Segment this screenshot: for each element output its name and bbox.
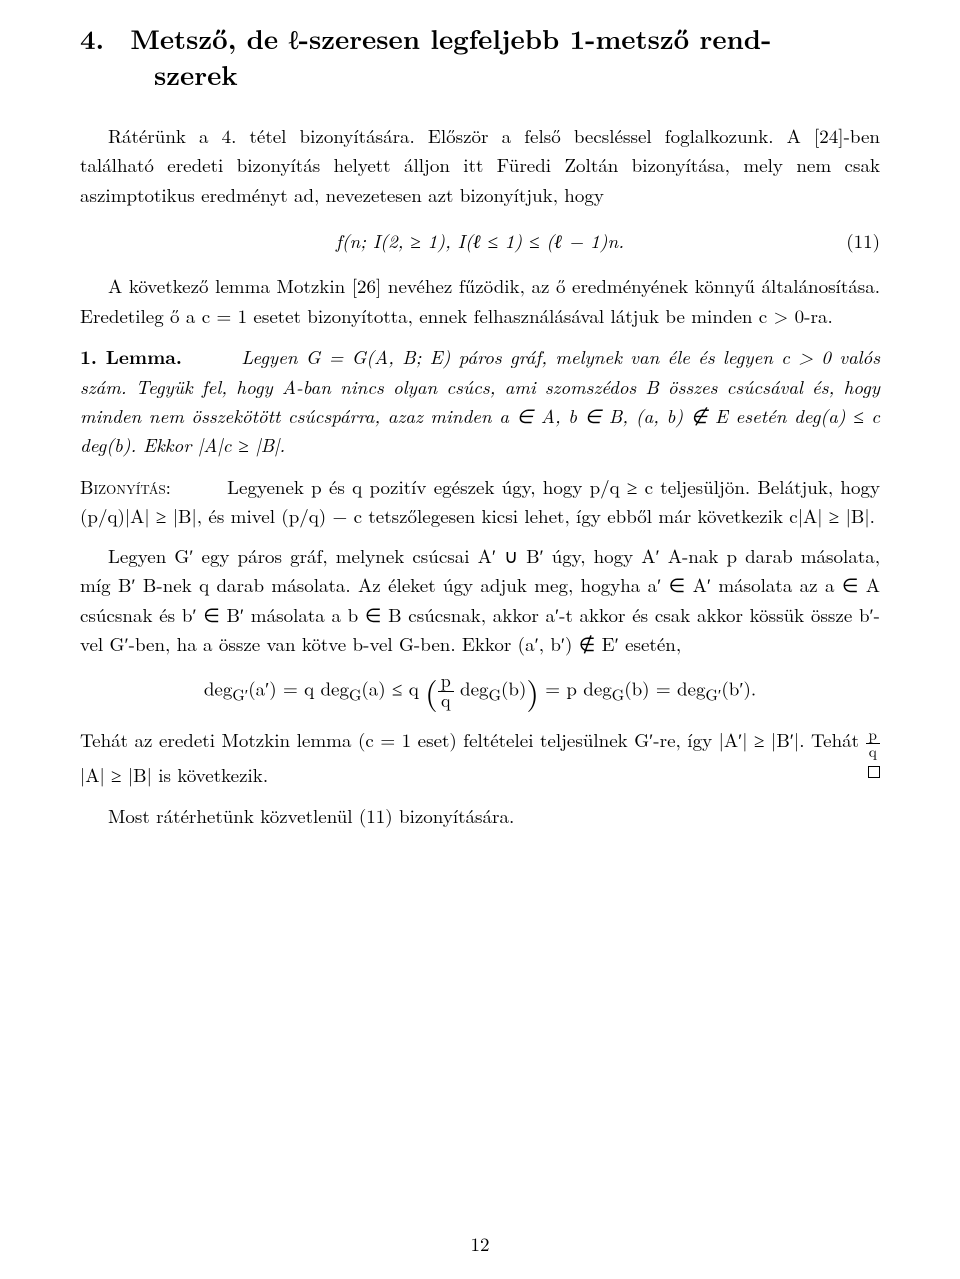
eq-mid: deg <box>454 675 489 702</box>
eq-arg3: (b) <box>501 675 526 702</box>
proof-equation: degG′(a′) = q degG(a) ≤ q (pq degG(b)) =… <box>80 672 880 711</box>
rparen-icon: ) <box>526 676 539 708</box>
proof-para-3: Tehát az eredeti Motzkin lemma (c = 1 es… <box>80 725 880 789</box>
eq-sub1: G′ <box>232 683 248 706</box>
eq-sub4: G <box>612 683 624 706</box>
eq-sub2: G <box>349 683 361 706</box>
equation-11: f(n; I(2, ≥ 1), I(ℓ ≤ 1) ≤ (ℓ − 1)n. (11… <box>80 223 880 257</box>
equation-11-number: (11) <box>846 227 880 254</box>
section-heading: 4. Metsző, de ℓ-szeresen legfeljebb 1-me… <box>80 20 880 93</box>
section-title-line1: Metsző, de ℓ-szeresen legfeljebb 1-metsz… <box>130 18 771 57</box>
eq-arg1: (a′) = q deg <box>248 675 349 702</box>
lemma-block: 1. Lemma. Legyen G = G(A, B; E) páros gr… <box>80 342 880 460</box>
equation-11-body: f(n; I(2, ≥ 1), I(ℓ ≤ 1) ≤ (ℓ − 1)n. <box>336 227 624 254</box>
paragraph-intro: Rátérünk a 4. tétel bizonyítására. Elősz… <box>80 121 880 209</box>
proof-label: Bizonyítás: <box>80 473 171 500</box>
eq-arg2: (a) ≤ q <box>361 675 418 702</box>
lemma-label: 1. Lemma. <box>80 342 182 370</box>
paragraph-motzkin: A következő lemma Motzkin [26] nevéhez f… <box>80 271 880 330</box>
page: 4. Metsző, de ℓ-szeresen legfeljebb 1-me… <box>0 0 960 1279</box>
qed-icon <box>868 766 880 778</box>
eq-arg5: (b′). <box>721 675 756 702</box>
lparen-icon: ( <box>425 676 438 708</box>
eq-lhs: deg <box>204 675 233 702</box>
proof-text-1: Legyenek p és q pozitív egészek úgy, hog… <box>80 473 880 529</box>
section-title-line2: szerek <box>80 56 880 92</box>
proof-frac2-den: q <box>866 744 880 760</box>
proof-frac2: pq <box>866 727 880 760</box>
lemma-statement: Legyen G = G(A, B; E) páros gráf, melyne… <box>80 343 880 458</box>
eq-sub5: G′ <box>706 683 722 706</box>
eq-frac: pq <box>438 672 454 711</box>
paragraph-last: Most rátérhetünk közvetlenül (11) bizony… <box>80 801 880 830</box>
eq-arg4: (b) = deg <box>624 675 705 702</box>
section-number: 4. <box>80 20 120 56</box>
eq-frac-den: q <box>438 692 454 711</box>
proof-para-2: Legyen G′ egy páros gráf, melynek csúcsa… <box>80 541 880 659</box>
proof-text-3b: |A| ≥ |B| is következik. <box>80 761 268 788</box>
eq-sub3: G <box>489 683 501 706</box>
proof-para-1: Bizonyítás: Legyenek p és q pozitív egés… <box>80 472 880 531</box>
proof-text-3a: Tehát az eredeti Motzkin lemma (c = 1 es… <box>80 726 866 753</box>
page-number: 12 <box>0 1230 960 1257</box>
proof-eq-body: degG′(a′) = q degG(a) ≤ q (pq degG(b)) =… <box>204 672 756 711</box>
eq-rhs1: = p deg <box>539 675 612 702</box>
